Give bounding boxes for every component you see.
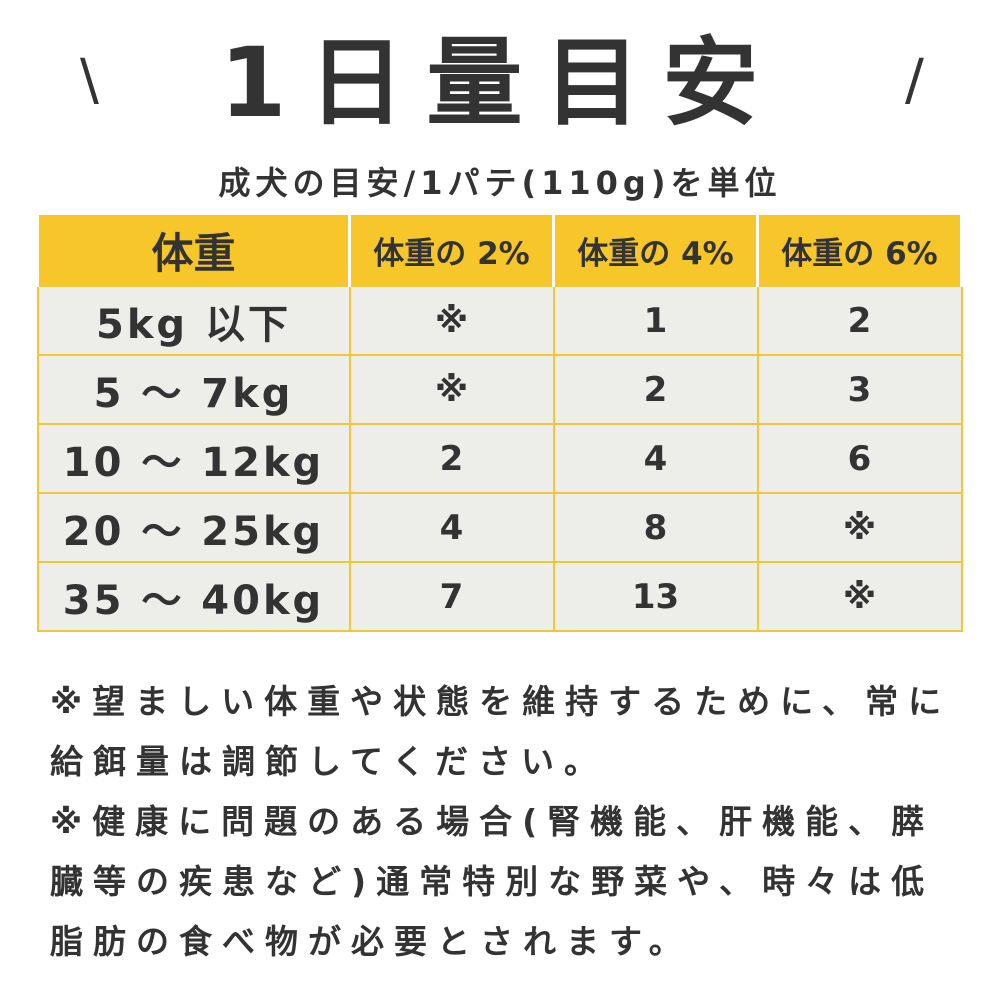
decor-slash-left: \ <box>80 48 99 113</box>
header-weight: 体重 <box>36 215 351 286</box>
weight-cell: 5kg 以下 <box>36 285 351 356</box>
value-cell: ※ <box>348 354 555 425</box>
value-cell: ※ <box>756 492 963 563</box>
value-cell: 13 <box>552 561 759 632</box>
note-line: 臓等の疾患など)通常特別な野菜や、時々は低 <box>50 862 935 901</box>
table-row: 5kg 以下 ※ 1 2 <box>36 285 963 356</box>
value-cell: 2 <box>348 423 555 494</box>
feeding-table: 体重 体重の 2% 体重の 4% 体重の 6% 5kg 以下 ※ 1 2 5 〜 7kg… <box>36 215 963 632</box>
weight-cell: 5 〜 7kg <box>36 354 351 425</box>
header-4pct: 体重の 4% <box>552 215 759 286</box>
value-cell: 7 <box>348 561 555 632</box>
table-header-row: 体重 体重の 2% 体重の 4% 体重の 6% <box>36 215 963 286</box>
header-6pct: 体重の 6% <box>756 215 963 286</box>
subtitle: 成犬の目安/1パテ(110g)を単位 <box>218 164 782 202</box>
note-line: ※健康に問題のある場合(腎機能、肝機能、膵 <box>50 802 935 841</box>
value-cell: 2 <box>756 285 963 356</box>
table-row: 10 〜 12kg 2 4 6 <box>36 423 963 494</box>
weight-cell: 20 〜 25kg <box>36 492 351 563</box>
weight-cell: 35 〜 40kg <box>36 561 351 632</box>
value-cell: ※ <box>348 285 555 356</box>
value-cell: 1 <box>552 285 759 356</box>
value-cell: 4 <box>552 423 759 494</box>
value-cell: 6 <box>756 423 963 494</box>
table-row: 5 〜 7kg ※ 2 3 <box>36 354 963 425</box>
table-row: 35 〜 40kg 7 13 ※ <box>36 561 963 632</box>
value-cell: 4 <box>348 492 555 563</box>
weight-cell: 10 〜 12kg <box>36 423 351 494</box>
value-cell: 8 <box>552 492 759 563</box>
notes: ※望ましい体重や状態を維持するために、常に 給餌量は調節してください。 ※健康に… <box>50 672 970 972</box>
note-line: 給餌量は調節してください。 <box>50 742 608 781</box>
page-title: 1日量目安 <box>219 27 781 139</box>
value-cell: 3 <box>756 354 963 425</box>
decor-slash-right: / <box>905 48 924 113</box>
header-2pct: 体重の 2% <box>348 215 555 286</box>
table-row: 20 〜 25kg 4 8 ※ <box>36 492 963 563</box>
note-line: ※望ましい体重や状態を維持するために、常に <box>50 682 952 721</box>
value-cell: ※ <box>756 561 963 632</box>
note-line: 脂肪の食べ物が必要とされます。 <box>50 922 692 961</box>
value-cell: 2 <box>552 354 759 425</box>
